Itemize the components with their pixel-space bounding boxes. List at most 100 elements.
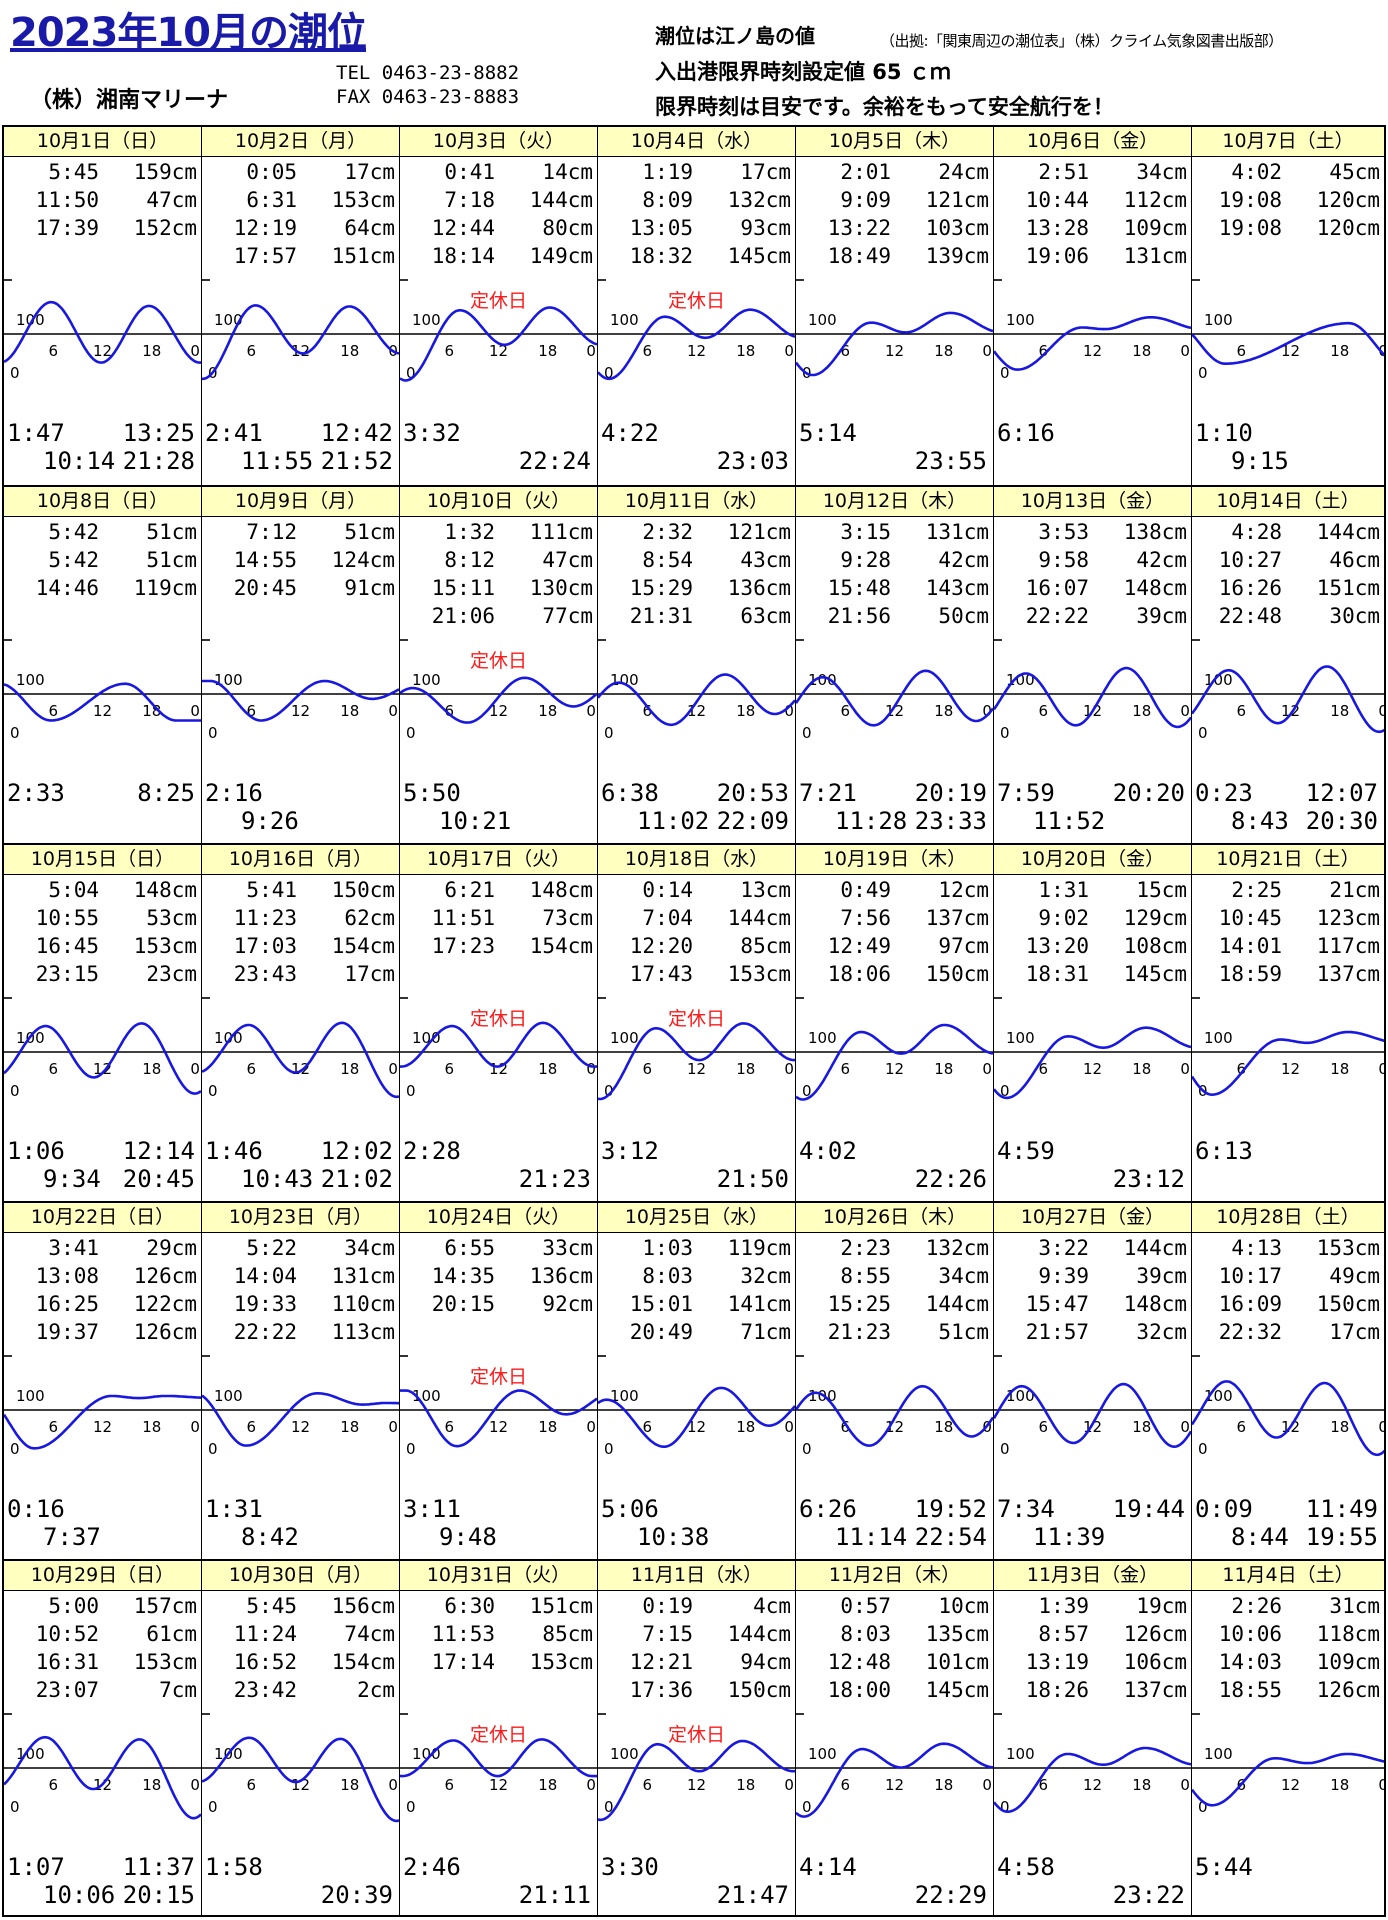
tide-list: 0:19 4cm 7:15 144cm 12:21 94cm 17:36 150cm: [598, 1592, 795, 1704]
tide-time: 11:50: [35, 188, 99, 212]
tide-row: 9:58 42cm: [994, 546, 1191, 574]
chart-hour-tick: 6: [642, 1060, 652, 1078]
tide-time: 9:39: [1038, 1264, 1089, 1288]
tide-row: 23:43 17cm: [202, 960, 399, 988]
tide-time: 21:23: [827, 1320, 891, 1344]
limit-times-row-2: [997, 447, 1185, 475]
tide-row: 21:23 51cm: [796, 1318, 993, 1346]
tide-row: 18:06 150cm: [796, 960, 993, 988]
tide-list: 1:32 111cm 8:12 47cm 15:11 130cm 21:06 77cm: [400, 518, 597, 630]
closed-day-label: 定休日: [667, 1724, 725, 1746]
tide-time: 19:08: [1218, 216, 1282, 240]
chart-zero-label: 0: [604, 1082, 614, 1100]
tide-row: 15:25 144cm: [796, 1290, 993, 1318]
tide-row: 13:08 126cm: [4, 1262, 201, 1290]
chart-hour-tick: 0: [190, 342, 200, 360]
limit-time: 1:47: [7, 419, 65, 447]
limit-times-row-1: 1:58: [205, 1853, 393, 1881]
limit-times-row-1: 7:21 20:19: [799, 779, 987, 807]
limit-time: 5:14: [799, 419, 857, 447]
limit-times-row-1: 5:44: [1195, 1853, 1378, 1881]
tide-level: 34cm: [344, 1236, 395, 1260]
limit-times-row-1: 6:13: [1195, 1137, 1378, 1165]
tide-time: 15:48: [827, 576, 891, 600]
tide-time: 3:53: [1038, 520, 1089, 544]
limit-time: 20:53: [716, 779, 789, 807]
tide-level: 71cm: [740, 1320, 791, 1344]
chart-hour-tick: 12: [93, 1060, 112, 1078]
tide-row: 14:55 124cm: [202, 546, 399, 574]
tide-level: 122cm: [133, 1292, 197, 1316]
limit-time: 1:10: [1195, 419, 1253, 447]
limit-time: 3:12: [601, 1137, 659, 1165]
limit-times-row-1: 1:46 12:02: [205, 1137, 393, 1165]
chart-zero-label: 0: [604, 724, 614, 742]
limit-time: 2:41: [205, 419, 263, 447]
limit-times-row-2: 21:47: [601, 1881, 789, 1909]
chart-zero-label: 0: [10, 724, 20, 742]
chart-hour-tick: 0: [586, 1776, 596, 1794]
tide-level: 149cm: [529, 244, 593, 268]
limit-times-row-2: 8:43 20:30: [1195, 807, 1378, 835]
chart-zero-label: 0: [1000, 724, 1010, 742]
tide-time: 10:55: [35, 906, 99, 930]
chart-hour-tick: 12: [291, 1418, 310, 1436]
tide-time: 18:31: [1025, 962, 1089, 986]
tide-row: 16:09 150cm: [1192, 1290, 1384, 1318]
tide-level: 154cm: [331, 1650, 395, 1674]
limit-times-row-2: 11:02 22:09: [601, 807, 789, 835]
limit-time: 22:29: [914, 1881, 987, 1909]
tide-time: 2:26: [1231, 1594, 1282, 1618]
chart-hour-tick: 18: [934, 702, 953, 720]
tide-time: 17:36: [629, 1678, 693, 1702]
tide-list: 2:01 24cm 9:09 121cm 13:22 103cm 18:49 139cm: [796, 158, 993, 270]
limit-time: 10:43: [241, 1165, 314, 1193]
tide-level: 151cm: [331, 244, 395, 268]
limit-times-row-2: 10:43 21:02: [205, 1165, 393, 1193]
limit-time: 11:37: [122, 1853, 195, 1881]
tide-row: 2:32 121cm: [598, 518, 795, 546]
tide-level: 117cm: [1316, 934, 1380, 958]
tide-level: 150cm: [1316, 1292, 1380, 1316]
tide-time: 13:22: [827, 216, 891, 240]
tide-time: 18:55: [1218, 1678, 1282, 1702]
chart-hour-tick: 0: [784, 1418, 794, 1436]
tide-time: 13:05: [629, 216, 693, 240]
tide-level: 93cm: [740, 216, 791, 240]
tide-row: 9:28 42cm: [796, 546, 993, 574]
tide-row: 18:31 145cm: [994, 960, 1191, 988]
tide-curve: [796, 1023, 993, 1101]
tide-curve: [1192, 321, 1384, 365]
tide-curve: [400, 1021, 597, 1068]
limit-time: 10:21: [439, 807, 512, 835]
tide-row: 1:32 111cm: [400, 518, 597, 546]
tide-level: 17cm: [344, 160, 395, 184]
limit-times-row-1: 3:12: [601, 1137, 789, 1165]
tide-row: 12:21 94cm: [598, 1648, 795, 1676]
tide-curve: [1192, 665, 1384, 734]
tide-list: 5:22 34cm 14:04 131cm 19:33 110cm 22:22 113cm: [202, 1234, 399, 1346]
tide-time: 16:31: [35, 1650, 99, 1674]
tide-level: 119cm: [727, 1236, 791, 1260]
limit-times-row-2: [1195, 1881, 1378, 1909]
closed-day-label: 定休日: [469, 290, 527, 312]
limit-time: 21:02: [320, 1165, 393, 1193]
chart-zero-label: 0: [604, 364, 614, 382]
tide-level: 126cm: [133, 1320, 197, 1344]
tide-level: 150cm: [925, 962, 989, 986]
chart-hour-tick: 6: [246, 1418, 256, 1436]
limit-times-row-1: 6:38 20:53: [601, 779, 789, 807]
tide-row: 12:20 85cm: [598, 932, 795, 960]
tide-time: 12:19: [233, 216, 297, 240]
limit-times-row-1: 4:58: [997, 1853, 1185, 1881]
chart-hour-tick: 12: [489, 1776, 508, 1794]
closed-day-label: 定休日: [667, 290, 725, 312]
chart-ref-label: 100: [1006, 1745, 1035, 1763]
tide-curve: [4, 300, 201, 364]
tide-time: 9:58: [1038, 548, 1089, 572]
tide-list: 0:41 14cm 7:18 144cm 12:44 80cm 18:14 149cm: [400, 158, 597, 270]
